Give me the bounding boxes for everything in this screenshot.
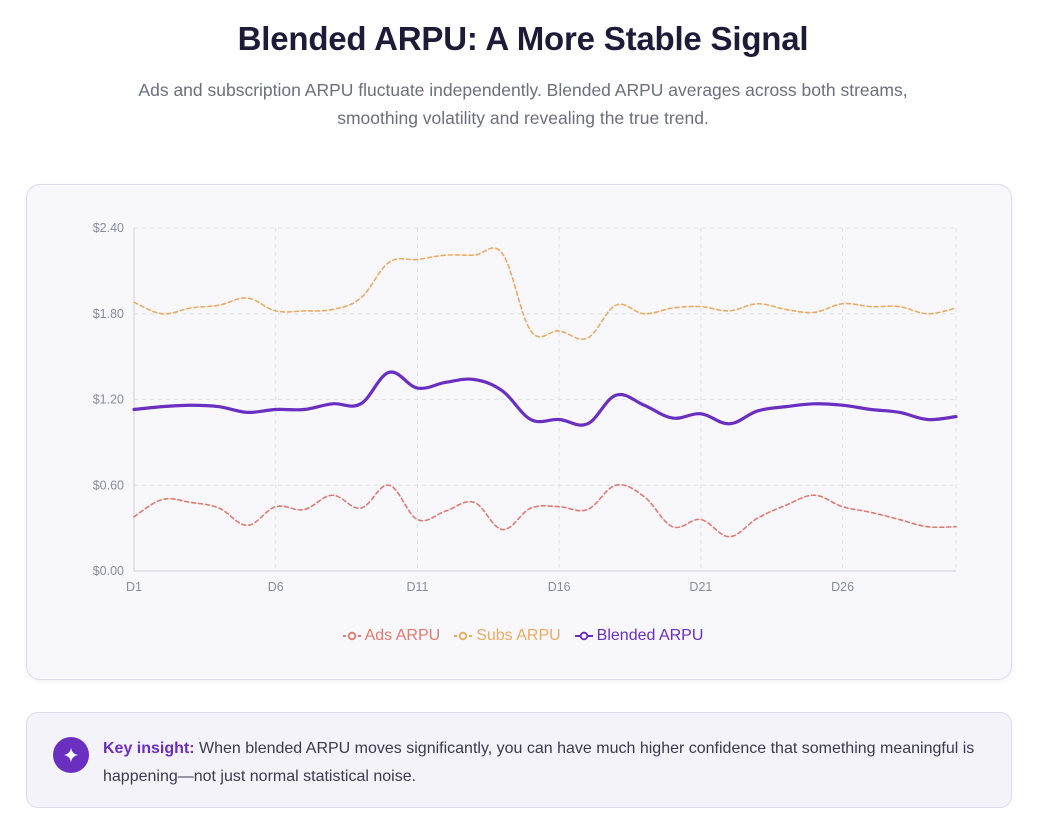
y-tick-label: $1.80 bbox=[93, 307, 124, 321]
legend-marker-icon bbox=[454, 631, 473, 641]
blended-arpu-line bbox=[132, 370, 958, 427]
x-tick-label: D11 bbox=[406, 580, 428, 594]
legend-item-ads-arpu[interactable]: Ads ARPU bbox=[342, 627, 441, 645]
y-tick-label: $0.60 bbox=[93, 478, 124, 492]
chart-series bbox=[132, 247, 958, 538]
insight-card: Key insight: When blended ARPU moves sig… bbox=[26, 712, 1012, 808]
page-title: Blended ARPU: A More Stable Signal bbox=[237, 20, 809, 57]
x-tick-label: D16 bbox=[548, 580, 571, 594]
ads-arpu-line bbox=[133, 483, 957, 538]
legend-label: Subs ARPU bbox=[476, 627, 561, 644]
legend-item-subs-arpu[interactable]: Subs ARPU bbox=[454, 627, 561, 645]
x-tick-label: D1 bbox=[126, 580, 142, 594]
y-tick-label: $0.00 bbox=[93, 564, 124, 578]
sparkle-icon bbox=[53, 737, 89, 773]
legend-marker-icon bbox=[574, 631, 593, 641]
legend-label: Ads ARPU bbox=[364, 627, 441, 644]
chart-axes: $0.00 $0.60 $1.20 $1.80 $2.40 D1 D6 D11 D16 D21 D2… bbox=[93, 221, 956, 594]
legend-marker-icon bbox=[342, 631, 361, 641]
x-tick-label: D6 bbox=[268, 580, 284, 594]
y-tick-label: $1.20 bbox=[93, 393, 124, 407]
legend-label: Blended ARPU bbox=[596, 627, 704, 644]
subs-arpu-line bbox=[133, 247, 957, 340]
y-tick-label: $2.40 bbox=[93, 221, 124, 235]
x-tick-label: D21 bbox=[689, 580, 712, 594]
chart-legend: Ads ARPU Subs ARPU Blended ARPU bbox=[0, 627, 1046, 645]
page-subtitle: Ads and subscription ARPU fluctuate inde… bbox=[138, 80, 908, 128]
x-tick-label: D26 bbox=[831, 580, 854, 594]
insight-label: Key insight: bbox=[103, 740, 195, 757]
legend-item-blended-arpu[interactable]: Blended ARPU bbox=[574, 627, 704, 645]
chart-card bbox=[26, 184, 1012, 680]
chart-grid bbox=[134, 227, 957, 571]
insight-body: When blended ARPU moves significantly, y… bbox=[103, 740, 975, 785]
insight-text: Key insight: When blended ARPU moves sig… bbox=[103, 735, 993, 791]
